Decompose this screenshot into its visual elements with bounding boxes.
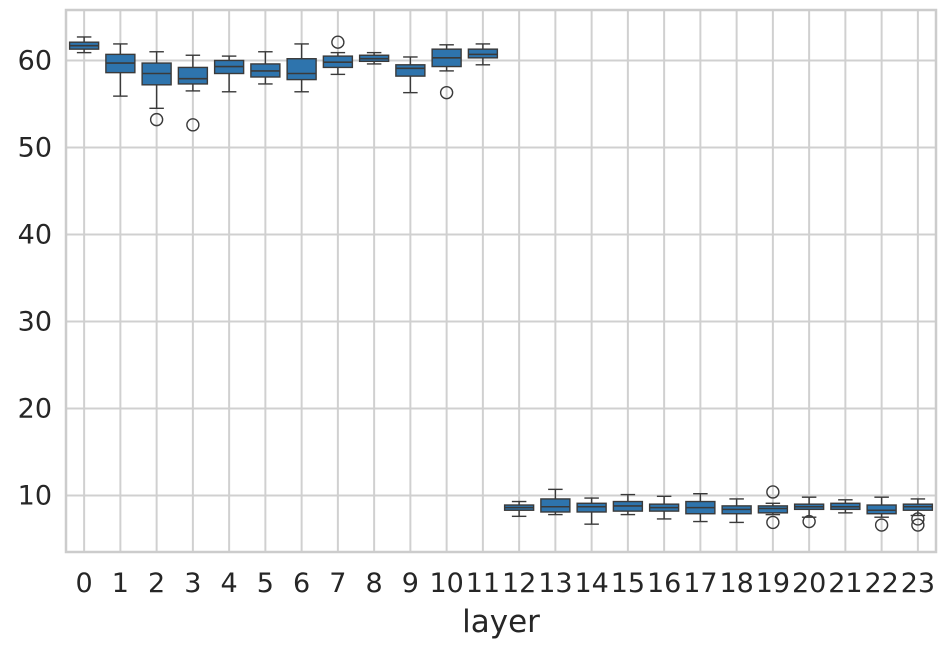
- box-13: [540, 488, 571, 516]
- box-14: [576, 497, 607, 525]
- y-tick-label: 60: [18, 45, 52, 76]
- outlier-point: [911, 512, 925, 526]
- box-3: [177, 54, 209, 132]
- x-tick-label: 14: [574, 568, 608, 599]
- x-tick-label: 10: [429, 568, 463, 599]
- x-tick-label: 21: [828, 568, 862, 599]
- box-5: [250, 51, 281, 85]
- x-tick-label: 9: [402, 568, 419, 599]
- x-tick-label: 4: [221, 568, 238, 599]
- plot-frame: [64, 8, 938, 554]
- x-tick-label: 16: [647, 568, 681, 599]
- box-12: [503, 500, 535, 518]
- y-tick-label: 40: [18, 219, 52, 250]
- box-15: [612, 493, 644, 516]
- x-tick-label: 1: [112, 568, 129, 599]
- box-16: [648, 495, 680, 520]
- box-9: [395, 56, 426, 94]
- y-tick-labels: 10 20 30 40 50 60: [18, 45, 52, 511]
- outlier-point: [149, 112, 164, 127]
- y-tick-label: 30: [18, 306, 52, 337]
- x-tick-label: 20: [792, 568, 826, 599]
- box-iqr: [395, 64, 426, 77]
- box-4: [213, 55, 245, 93]
- box-19: [757, 485, 789, 530]
- outlier-point: [331, 35, 345, 49]
- x-tick-labels: 0 1 2 3 4 5 6 7 8 9 10 11 12 13 14 15 16 17 18 19 20 21 22 23: [76, 568, 936, 599]
- box-10: [431, 44, 462, 100]
- box-iqr: [286, 58, 317, 81]
- x-tick-label: 23: [901, 568, 935, 599]
- grid-lines: [66, 10, 936, 552]
- box-iqr: [177, 66, 209, 85]
- box-iqr: [576, 502, 607, 513]
- outlier-point: [439, 85, 454, 100]
- box-1: [105, 43, 136, 97]
- x-tick-label: 18: [719, 568, 753, 599]
- box-22: [866, 496, 897, 532]
- box-iqr: [866, 504, 897, 515]
- x-tick-label: 15: [611, 568, 645, 599]
- y-tick-label: 50: [18, 132, 52, 163]
- box-iqr: [757, 505, 789, 514]
- box-11: [467, 43, 499, 66]
- box-21: [830, 499, 861, 514]
- outlier-point: [911, 518, 925, 532]
- x-axis-label: layer: [462, 604, 540, 640]
- outlier-point: [766, 485, 780, 499]
- outlier-point: [186, 118, 200, 132]
- x-tick-label: 13: [538, 568, 572, 599]
- x-tick-label: 0: [76, 568, 93, 599]
- x-tick-label: 5: [257, 568, 274, 599]
- outlier-point: [874, 518, 889, 532]
- box-iqr: [540, 498, 571, 513]
- x-tick-label: 7: [329, 568, 346, 599]
- y-tick-label: 10: [18, 480, 52, 511]
- box-2: [141, 51, 172, 127]
- y-tick-label: 20: [18, 393, 52, 424]
- box-8: [358, 51, 390, 65]
- outlier-point: [766, 515, 780, 530]
- x-tick-label: 8: [366, 568, 383, 599]
- outlier-point: [802, 514, 816, 529]
- box-7: [322, 35, 354, 76]
- box-23: [902, 498, 934, 532]
- box-iqr: [467, 48, 499, 59]
- x-tick-label: 12: [502, 568, 536, 599]
- box-17: [685, 493, 716, 523]
- box-0: [68, 36, 100, 54]
- box-18: [721, 498, 752, 524]
- x-tick-label: 17: [683, 568, 717, 599]
- box-20: [793, 496, 825, 529]
- x-tick-label: 11: [466, 568, 500, 599]
- x-tick-label: 3: [184, 568, 201, 599]
- x-tick-label: 22: [864, 568, 898, 599]
- x-tick-label: 6: [293, 568, 310, 599]
- x-tick-label: 19: [756, 568, 790, 599]
- box-6: [286, 43, 317, 93]
- x-tick-label: 2: [148, 568, 165, 599]
- box-series: [68, 35, 934, 532]
